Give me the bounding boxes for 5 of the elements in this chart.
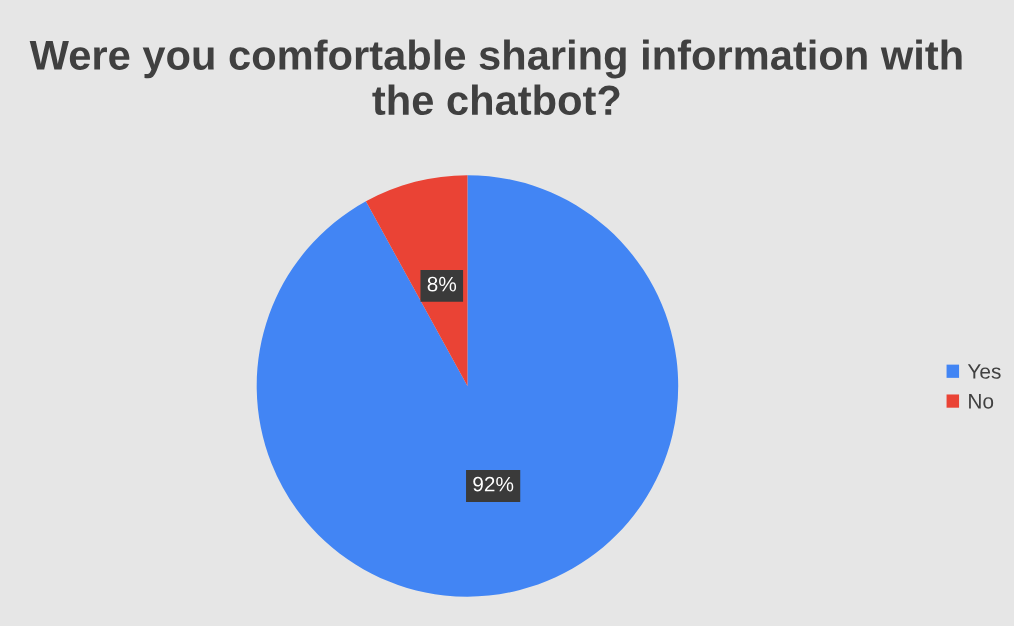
data-label: 92% [473, 476, 514, 492]
chart-title: Were you comfortable sharing information with the chatbot? [29, 39, 962, 116]
legend-label: Yes [967, 364, 1001, 379]
legend-label: No [969, 394, 994, 409]
data-label: 8% [427, 276, 457, 292]
